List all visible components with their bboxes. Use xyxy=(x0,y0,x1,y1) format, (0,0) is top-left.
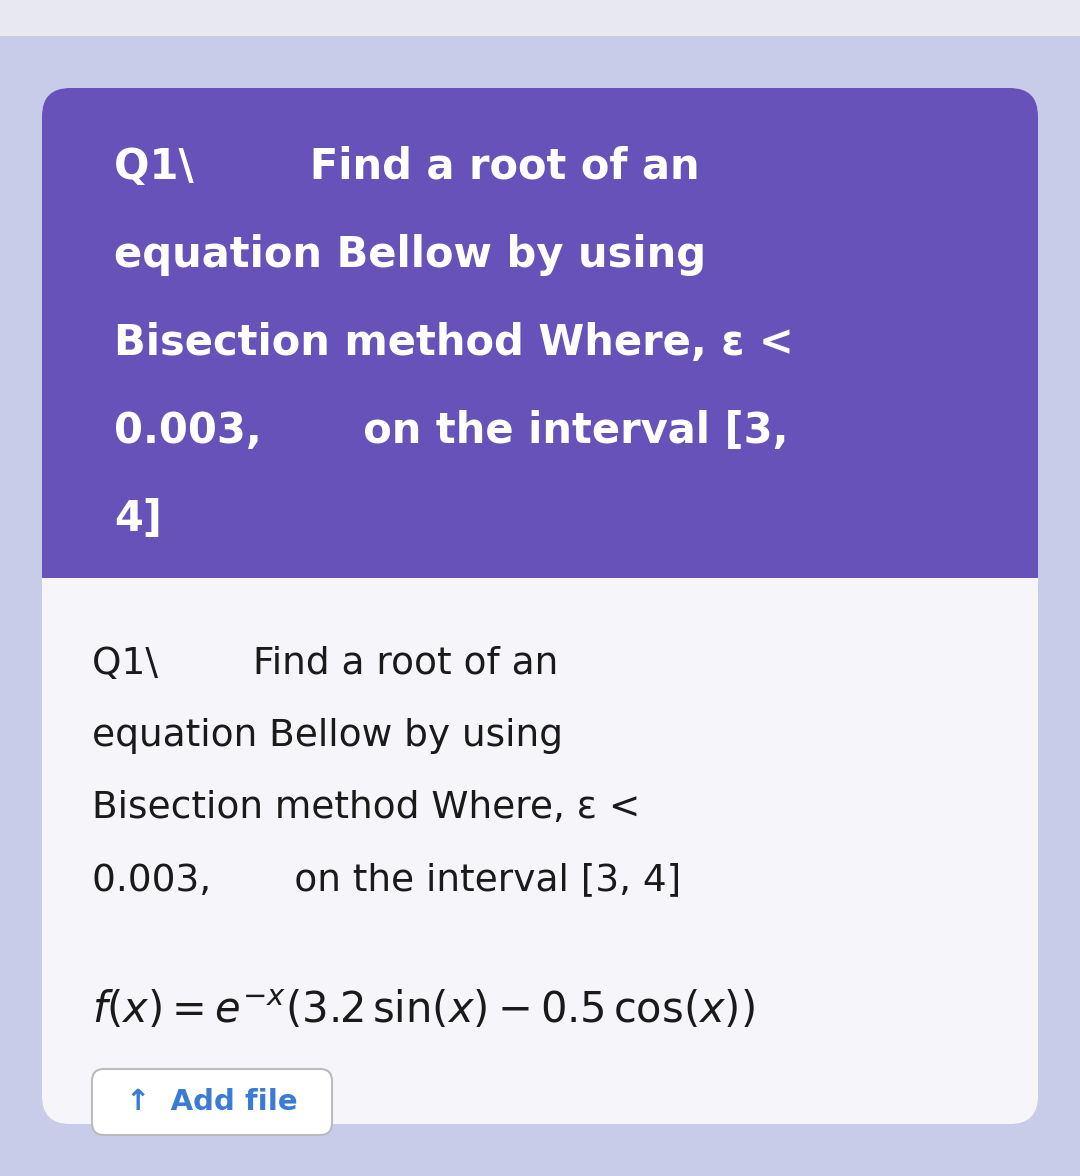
FancyBboxPatch shape xyxy=(92,1069,332,1135)
Text: Q1\        Find a root of an: Q1\ Find a root of an xyxy=(114,146,700,188)
Text: ↑  Add file: ↑ Add file xyxy=(126,1088,298,1116)
Bar xyxy=(42,543,1038,577)
Bar xyxy=(0,0,1080,36)
Text: $f(x) = e^{-x}(3.2\,\sin(x) - 0.5\,\cos(x))$: $f(x) = e^{-x}(3.2\,\sin(x) - 0.5\,\cos(… xyxy=(92,989,755,1031)
Text: 4]: 4] xyxy=(114,497,162,540)
Text: equation Bellow by using: equation Bellow by using xyxy=(92,719,563,754)
Text: Bisection method Where, ε <: Bisection method Where, ε < xyxy=(114,322,794,365)
FancyBboxPatch shape xyxy=(42,88,1038,577)
Text: 0.003,       on the interval [3,: 0.003, on the interval [3, xyxy=(114,410,788,452)
Text: Q1\        Find a root of an: Q1\ Find a root of an xyxy=(92,646,558,682)
Text: 0.003,       on the interval [3, 4]: 0.003, on the interval [3, 4] xyxy=(92,862,681,898)
Text: equation Bellow by using: equation Bellow by using xyxy=(114,234,706,276)
Bar xyxy=(42,548,1038,577)
Text: Bisection method Where, ε <: Bisection method Where, ε < xyxy=(92,790,640,826)
FancyBboxPatch shape xyxy=(42,88,1038,1124)
